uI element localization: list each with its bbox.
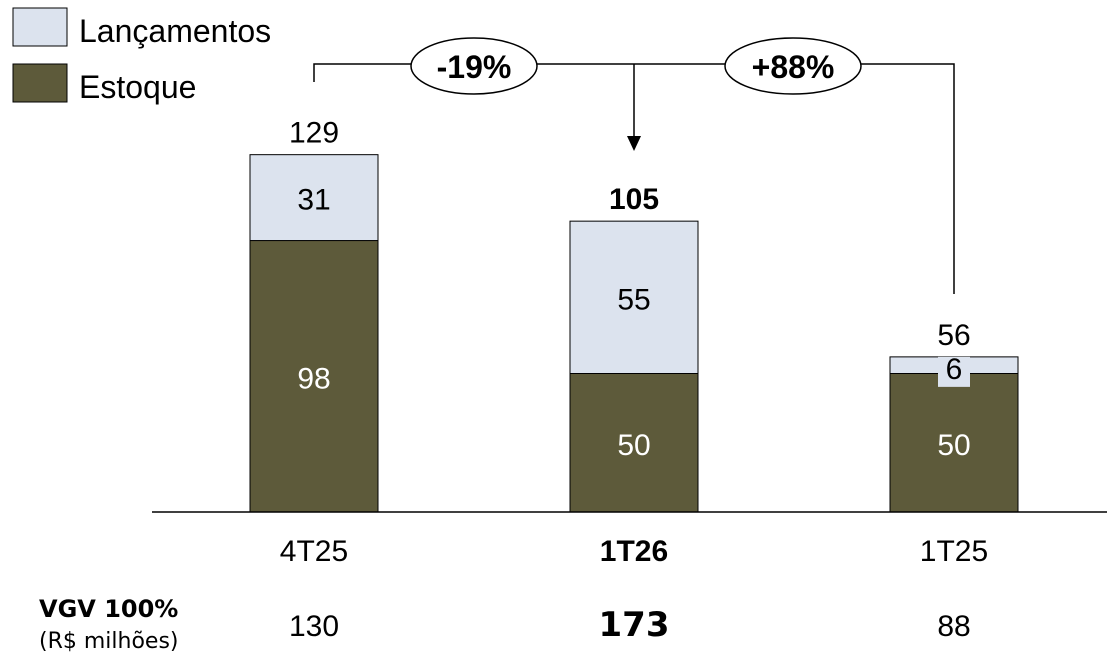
comparison-connectors: -19% +88% [313,37,955,294]
vgv-value-1T25: 88 [937,610,970,643]
vgv-values: 130 173 88 [289,605,971,645]
x-tick-label-1T25: 1T25 [920,535,988,568]
annotation-change-left: -19% [437,49,512,85]
total-label-4T25: 129 [289,117,339,150]
vgv-value-1T26: 173 [599,605,670,645]
data-label-estoque-1T26: 50 [617,429,650,462]
bar-lancamentos-4T25 [249,154,379,242]
data-label-lancamentos-1T25: 6 [946,353,963,386]
x-tick-label-4T25: 4T25 [280,535,348,568]
annotation-bubble-right [724,37,862,95]
vgv-sublabel: (R$ milhões) [39,629,179,654]
vgv-label: VGV 100% [39,595,178,623]
data-label-estoque-4T25: 98 [297,362,330,395]
data-label-lancamentos-4T25: 31 [297,184,330,217]
bar-estoque-4T25 [249,240,379,513]
legend-swatch-lancamentos [12,7,68,47]
bars-group: 98 31 129 50 55 105 50 656 [249,117,1019,513]
legend-swatch-estoque [12,63,68,103]
total-label-1T25: 56 [937,319,970,352]
data-label-bg-lancamentos-1T25 [938,356,970,387]
x-axis-labels: 4T25 1T26 1T25 [280,535,988,568]
connector-arrow-head [627,136,641,151]
x-tick-label-1T26: 1T26 [600,535,668,568]
data-label-lancamentos-1T26: 55 [617,283,650,316]
bar-estoque-1T25 [889,373,1019,513]
legend: Lançamentos Estoque [12,7,271,105]
annotation-bubble-left [410,37,538,95]
annotation-change-right: +88% [752,49,835,85]
legend-label-estoque: Estoque [79,69,196,105]
data-label-estoque-1T25: 50 [937,429,970,462]
vgv-row: VGV 100% (R$ milhões) 130 173 88 [39,595,971,654]
bar-lancamentos-1T26 [569,220,699,374]
total-label-1T26: 105 [609,183,659,216]
legend-label-lancamentos: Lançamentos [79,13,271,49]
vgv-value-4T25: 130 [289,610,339,643]
